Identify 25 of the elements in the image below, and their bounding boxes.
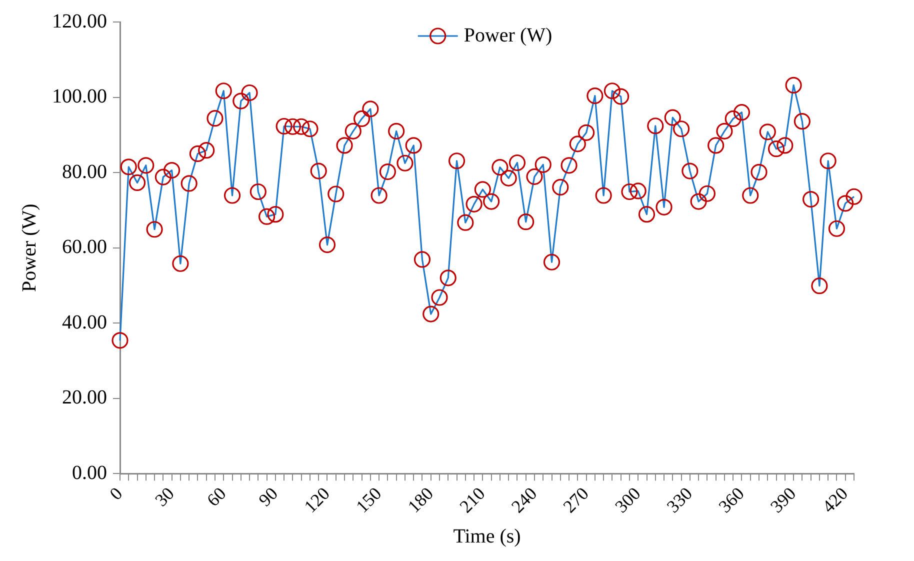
x-tick-label: 360 <box>714 483 748 517</box>
x-tick-label: 120 <box>300 483 334 517</box>
y-axis-title: Power (W) <box>18 204 40 292</box>
y-tick-label: 60.00 <box>62 236 107 258</box>
x-tick-label: 390 <box>766 483 800 517</box>
y-tick-label: 20.00 <box>62 386 107 409</box>
x-tick-label: 60 <box>202 483 230 510</box>
x-tick-label: 180 <box>404 483 438 517</box>
x-axis-title: Time (s) <box>453 525 521 548</box>
y-tick-label: 0.00 <box>72 462 107 484</box>
x-tick-label: 210 <box>456 483 489 517</box>
x-tick-label: 150 <box>352 483 386 517</box>
y-tick-label: 40.00 <box>62 311 107 334</box>
x-tick-label: 300 <box>611 483 644 517</box>
y-tick-label: 100.00 <box>52 86 107 108</box>
x-tick-label: 0 <box>106 483 126 504</box>
x-tick-label: 330 <box>662 483 696 517</box>
x-tick-label: 30 <box>151 483 178 510</box>
legend-label: Power (W) <box>464 24 552 46</box>
x-tick-label: 270 <box>559 483 592 517</box>
x-tick-label: 240 <box>507 483 541 517</box>
x-tick-label: 90 <box>254 483 282 510</box>
y-tick-label: 80.00 <box>62 160 107 183</box>
y-tick-label: 120.00 <box>52 10 107 32</box>
x-tick-label: 420 <box>818 483 852 517</box>
